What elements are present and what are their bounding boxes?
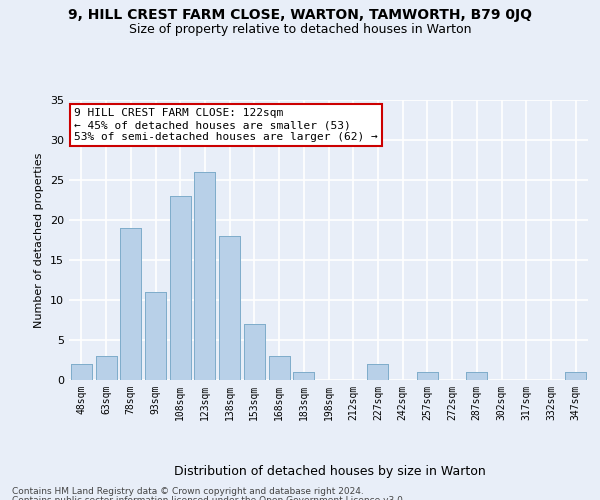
Bar xyxy=(194,172,215,380)
Text: 9, HILL CREST FARM CLOSE, WARTON, TAMWORTH, B79 0JQ: 9, HILL CREST FARM CLOSE, WARTON, TAMWOR… xyxy=(68,8,532,22)
Bar xyxy=(417,372,438,380)
Bar xyxy=(71,364,92,380)
Bar xyxy=(466,372,487,380)
Bar xyxy=(71,364,92,380)
Bar xyxy=(244,324,265,380)
Bar xyxy=(194,172,215,380)
Bar xyxy=(367,364,388,380)
Bar xyxy=(565,372,586,380)
Bar xyxy=(466,372,487,380)
Text: Contains HM Land Registry data © Crown copyright and database right 2024.: Contains HM Land Registry data © Crown c… xyxy=(12,488,364,496)
Bar xyxy=(417,372,438,380)
Bar xyxy=(120,228,141,380)
Text: 9 HILL CREST FARM CLOSE: 122sqm
← 45% of detached houses are smaller (53)
53% of: 9 HILL CREST FARM CLOSE: 122sqm ← 45% of… xyxy=(74,108,378,142)
Bar xyxy=(145,292,166,380)
Bar xyxy=(95,356,116,380)
Bar xyxy=(269,356,290,380)
Bar xyxy=(367,364,388,380)
Bar xyxy=(95,356,116,380)
Text: Distribution of detached houses by size in Warton: Distribution of detached houses by size … xyxy=(174,464,486,477)
Bar xyxy=(244,324,265,380)
Bar xyxy=(170,196,191,380)
Text: Contains public sector information licensed under the Open Government Licence v3: Contains public sector information licen… xyxy=(12,496,406,500)
Bar xyxy=(120,228,141,380)
Bar xyxy=(293,372,314,380)
Bar xyxy=(293,372,314,380)
Bar xyxy=(565,372,586,380)
Y-axis label: Number of detached properties: Number of detached properties xyxy=(34,152,44,328)
Bar xyxy=(269,356,290,380)
Bar xyxy=(219,236,240,380)
Bar xyxy=(170,196,191,380)
Bar xyxy=(145,292,166,380)
Text: Size of property relative to detached houses in Warton: Size of property relative to detached ho… xyxy=(129,22,471,36)
Bar xyxy=(219,236,240,380)
